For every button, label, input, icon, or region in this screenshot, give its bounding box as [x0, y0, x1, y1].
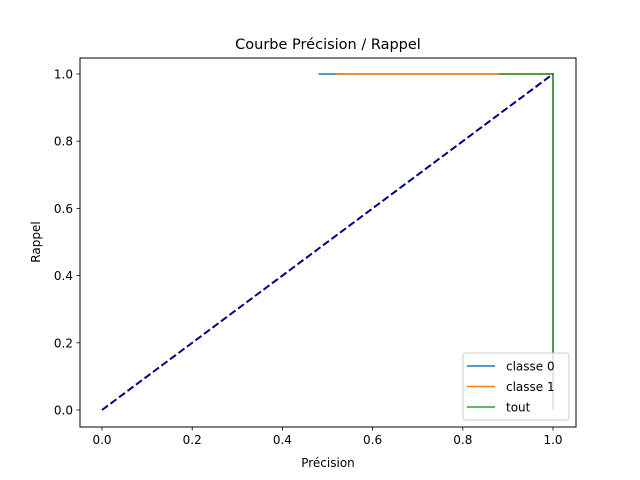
y-tick-label: 1.0 — [54, 68, 73, 82]
y-axis-label: Rappel — [29, 221, 43, 262]
legend-box — [462, 352, 570, 421]
x-tick-label: 0.4 — [273, 433, 292, 447]
legend-label: classe 1 — [506, 380, 555, 394]
legend-label: classe 0 — [506, 360, 555, 374]
legend-label: tout — [506, 401, 531, 415]
legend: classe 0 classe 1 tout — [462, 352, 570, 421]
x-tick-label: 0.8 — [453, 433, 472, 447]
x-tick-label: 0.0 — [92, 433, 111, 447]
x-tick-label: 1.0 — [543, 433, 562, 447]
plot-area — [101, 73, 554, 411]
y-tick-label: 0.8 — [54, 135, 73, 149]
y-tick-label: 0.4 — [54, 269, 73, 283]
y-tick-label: 0.6 — [54, 202, 73, 216]
diagonal-reference-line — [101, 73, 554, 411]
y-axis-ticks: 0.0 0.2 0.4 0.6 0.8 1.0 — [54, 68, 80, 418]
chart-title: Courbe Précision / Rappel — [235, 37, 421, 53]
y-tick-label: 0.2 — [54, 336, 73, 350]
x-axis-label: Précision — [301, 456, 355, 470]
x-axis-ticks: 0.0 0.2 0.4 0.6 0.8 1.0 — [92, 427, 563, 447]
x-tick-label: 0.6 — [363, 433, 382, 447]
y-tick-label: 0.0 — [54, 404, 73, 418]
axes-frame — [79, 57, 577, 428]
x-tick-label: 0.2 — [183, 433, 202, 447]
